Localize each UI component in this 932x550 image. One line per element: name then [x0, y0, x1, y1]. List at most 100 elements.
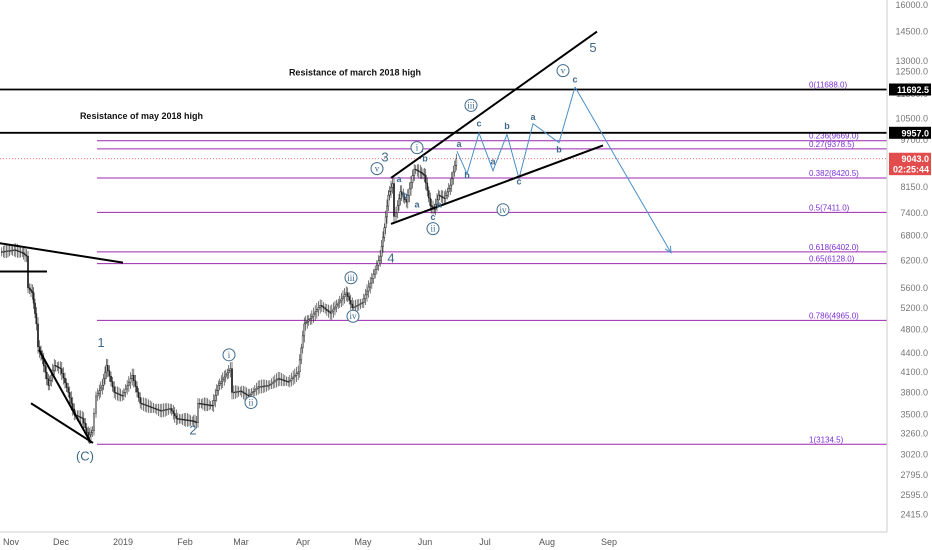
- candle-body: [53, 365, 56, 371]
- candle-body: [211, 404, 214, 407]
- candle-body: [227, 370, 230, 374]
- candle-body: [423, 174, 426, 176]
- price-badge: [889, 83, 931, 96]
- candle-body: [101, 385, 104, 389]
- candle-body: [78, 415, 80, 418]
- candle-body: [275, 379, 278, 382]
- candle-body: [359, 303, 362, 305]
- candle-body: [60, 368, 63, 374]
- candle-body: [180, 418, 182, 420]
- candle-body: [184, 419, 187, 421]
- candle-body: [48, 380, 51, 386]
- candle-body: [202, 403, 204, 405]
- projection-arrow-line: [574, 86, 672, 254]
- candle-body: [64, 377, 66, 384]
- candle-body: [14, 249, 17, 251]
- candle-body: [391, 183, 394, 188]
- candle-body: [292, 376, 295, 379]
- candle-body: [343, 294, 346, 298]
- candle-body: [267, 385, 270, 387]
- candle-body: [252, 391, 255, 394]
- candle-body: [159, 409, 162, 412]
- candle-body: [19, 251, 22, 253]
- price-badge: [889, 163, 931, 176]
- candle-body: [447, 188, 450, 193]
- wave-label: a: [414, 199, 420, 209]
- candle-body: [231, 368, 233, 393]
- candle-body: [164, 409, 167, 411]
- candle-body: [119, 394, 122, 396]
- candle-body: [327, 310, 330, 313]
- circled-wave-label: i: [416, 143, 419, 153]
- candle-body: [329, 311, 332, 314]
- candle-body: [152, 407, 155, 409]
- fib-level-label: 0.65(6128.0): [809, 255, 855, 264]
- candle-body: [28, 287, 31, 290]
- candle-body: [390, 187, 392, 192]
- candle-body: [4, 250, 6, 253]
- diag-lower-line: [30, 402, 94, 444]
- circled-wave-label: iii: [347, 273, 355, 283]
- candle-body: [295, 373, 298, 376]
- wave-labels: (C)12345abcabacabcabcabciiiiiiivviiiiiii…: [76, 40, 597, 464]
- wave-circle: [370, 162, 384, 176]
- time-tick-label: Apr: [296, 537, 310, 547]
- candle-body: [81, 417, 84, 419]
- candle-body: [244, 392, 246, 395]
- candle-body: [104, 371, 106, 379]
- candle-body: [257, 386, 260, 389]
- candle-body: [417, 170, 420, 172]
- circled-wave-label: v: [561, 66, 566, 76]
- candle-body: [314, 311, 317, 315]
- price-axis[interactable]: 16000.014500.013000.012500.011500.010500…: [886, 0, 932, 550]
- fib-level-label: 0.5(7411.0): [809, 203, 850, 212]
- candle-body: [24, 253, 26, 256]
- candle-body: [93, 412, 95, 431]
- candle-body: [278, 378, 281, 380]
- price-tick-label: 14500.0: [895, 27, 928, 37]
- candle-body: [384, 216, 387, 229]
- candle-body: [13, 249, 16, 251]
- price-tick-label: 9700.0: [900, 135, 928, 145]
- price-tick-label: 3800.0: [900, 387, 928, 397]
- candle-body: [142, 403, 145, 405]
- fibonacci-retracement: 0(11688.0) 0.236(9669.0)0.27(9378.5) 0.382…: [97, 81, 887, 445]
- wave-circle: [344, 271, 358, 285]
- candle-body: [262, 385, 265, 388]
- price-tick-label: 3260.0: [900, 429, 928, 439]
- candle-body: [108, 370, 111, 377]
- candle-body: [406, 195, 409, 203]
- candle-body: [82, 418, 85, 424]
- wave-circle: [222, 348, 236, 362]
- candle-body: [403, 196, 406, 200]
- price-tick-label: 16000.0: [895, 0, 928, 10]
- candle-body: [340, 298, 343, 302]
- candle-body: [309, 318, 312, 321]
- candle-body: [338, 300, 341, 304]
- candle-body: [126, 385, 129, 390]
- candle-body: [258, 386, 261, 388]
- candle-body: [186, 419, 189, 421]
- candle-body: [411, 175, 414, 183]
- candle-body: [362, 298, 365, 303]
- candle-body: [452, 171, 455, 179]
- candle-body: [140, 402, 143, 405]
- candle-body: [45, 371, 48, 380]
- candle-body: [150, 406, 153, 409]
- candle-body: [106, 365, 109, 372]
- price-tick-label: 4100.0: [900, 367, 928, 377]
- candle-body: [334, 306, 336, 310]
- candle-body: [330, 310, 333, 314]
- time-tick-label: Nov: [3, 537, 20, 547]
- candle-body: [178, 418, 181, 420]
- candle-body: [306, 320, 309, 323]
- candle-body: [247, 394, 250, 397]
- candle-body: [90, 432, 92, 436]
- candle-body: [367, 286, 370, 292]
- time-tick-label: Mar: [233, 537, 249, 547]
- time-axis[interactable]: Nov Dec 2019 Feb Mar Apr May Jun Jul Aug Sep: [0, 531, 887, 547]
- candle-body: [369, 282, 372, 288]
- trend-lines: [0, 30, 604, 444]
- candle-body: [379, 255, 382, 261]
